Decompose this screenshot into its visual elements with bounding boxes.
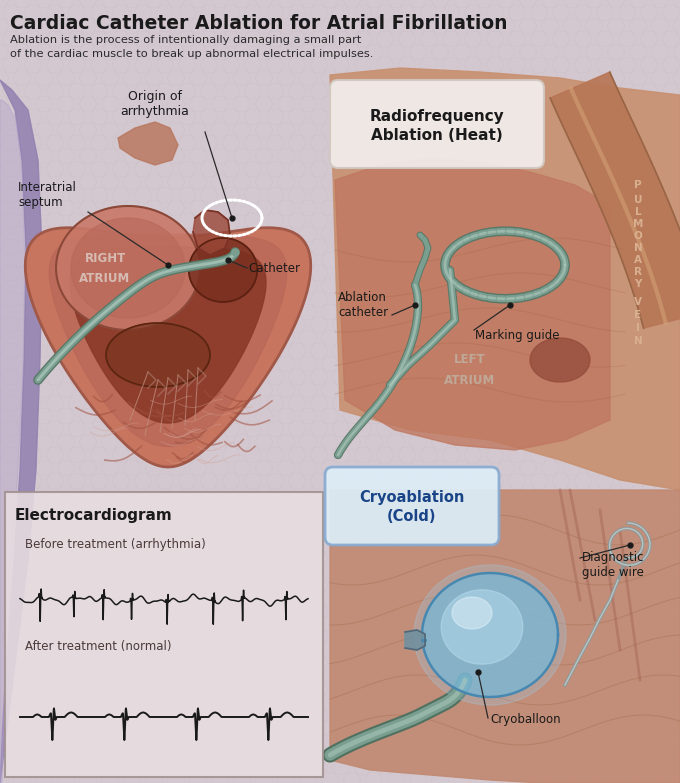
FancyBboxPatch shape [5, 492, 323, 777]
Text: L: L [634, 207, 641, 217]
Text: E: E [634, 310, 641, 320]
Text: Ablation is the process of intentionally damaging a small part
of the cardiac mu: Ablation is the process of intentionally… [10, 35, 373, 59]
Polygon shape [56, 206, 200, 330]
Polygon shape [452, 597, 492, 629]
Polygon shape [405, 630, 425, 650]
Text: Electrocardiogram: Electrocardiogram [15, 508, 173, 523]
Text: P: P [634, 180, 642, 190]
Polygon shape [530, 338, 590, 382]
Text: After treatment (normal): After treatment (normal) [25, 640, 171, 653]
Polygon shape [71, 218, 185, 318]
Polygon shape [25, 228, 311, 467]
Text: Cardiac Catheter Ablation for Atrial Fibrillation: Cardiac Catheter Ablation for Atrial Fib… [10, 14, 507, 33]
Text: Interatrial
septum: Interatrial septum [18, 181, 77, 209]
Polygon shape [189, 238, 257, 302]
Text: Y: Y [634, 279, 642, 289]
Polygon shape [106, 323, 210, 387]
Text: R: R [634, 267, 642, 277]
Text: A: A [634, 255, 642, 265]
Polygon shape [422, 573, 558, 697]
Text: Cryoablation
(Cold): Cryoablation (Cold) [359, 489, 464, 525]
Polygon shape [0, 100, 25, 783]
Polygon shape [70, 247, 266, 423]
Polygon shape [441, 590, 523, 664]
Text: Cryoballoon: Cryoballoon [490, 713, 560, 727]
Polygon shape [330, 490, 680, 783]
FancyBboxPatch shape [325, 467, 499, 545]
Text: I: I [636, 323, 640, 333]
Text: LEFT
ATRIUM: LEFT ATRIUM [444, 353, 496, 387]
Polygon shape [414, 565, 566, 705]
Text: N: N [634, 243, 643, 253]
Text: Marking guide: Marking guide [475, 329, 560, 341]
Text: Before treatment (arrhythmia): Before treatment (arrhythmia) [25, 538, 206, 551]
Text: M: M [633, 219, 643, 229]
Polygon shape [335, 158, 610, 450]
Text: Diagnostic
guide wire: Diagnostic guide wire [582, 551, 645, 579]
Text: V: V [634, 297, 642, 307]
Polygon shape [118, 122, 178, 165]
Text: Radiofrequency
Ablation (Heat): Radiofrequency Ablation (Heat) [370, 109, 505, 143]
Polygon shape [0, 80, 42, 783]
Text: U: U [634, 195, 642, 205]
Polygon shape [330, 68, 680, 490]
Text: RIGHT
ATRIUM: RIGHT ATRIUM [80, 251, 131, 284]
FancyBboxPatch shape [330, 80, 544, 168]
Text: O: O [634, 231, 643, 241]
Text: N: N [634, 336, 643, 346]
Text: Origin of
arrhythmia: Origin of arrhythmia [120, 90, 190, 118]
Polygon shape [550, 72, 680, 328]
Text: Catheter: Catheter [248, 262, 300, 275]
Polygon shape [49, 234, 287, 446]
Polygon shape [193, 210, 230, 255]
Text: Ablation
catheter: Ablation catheter [338, 291, 388, 319]
